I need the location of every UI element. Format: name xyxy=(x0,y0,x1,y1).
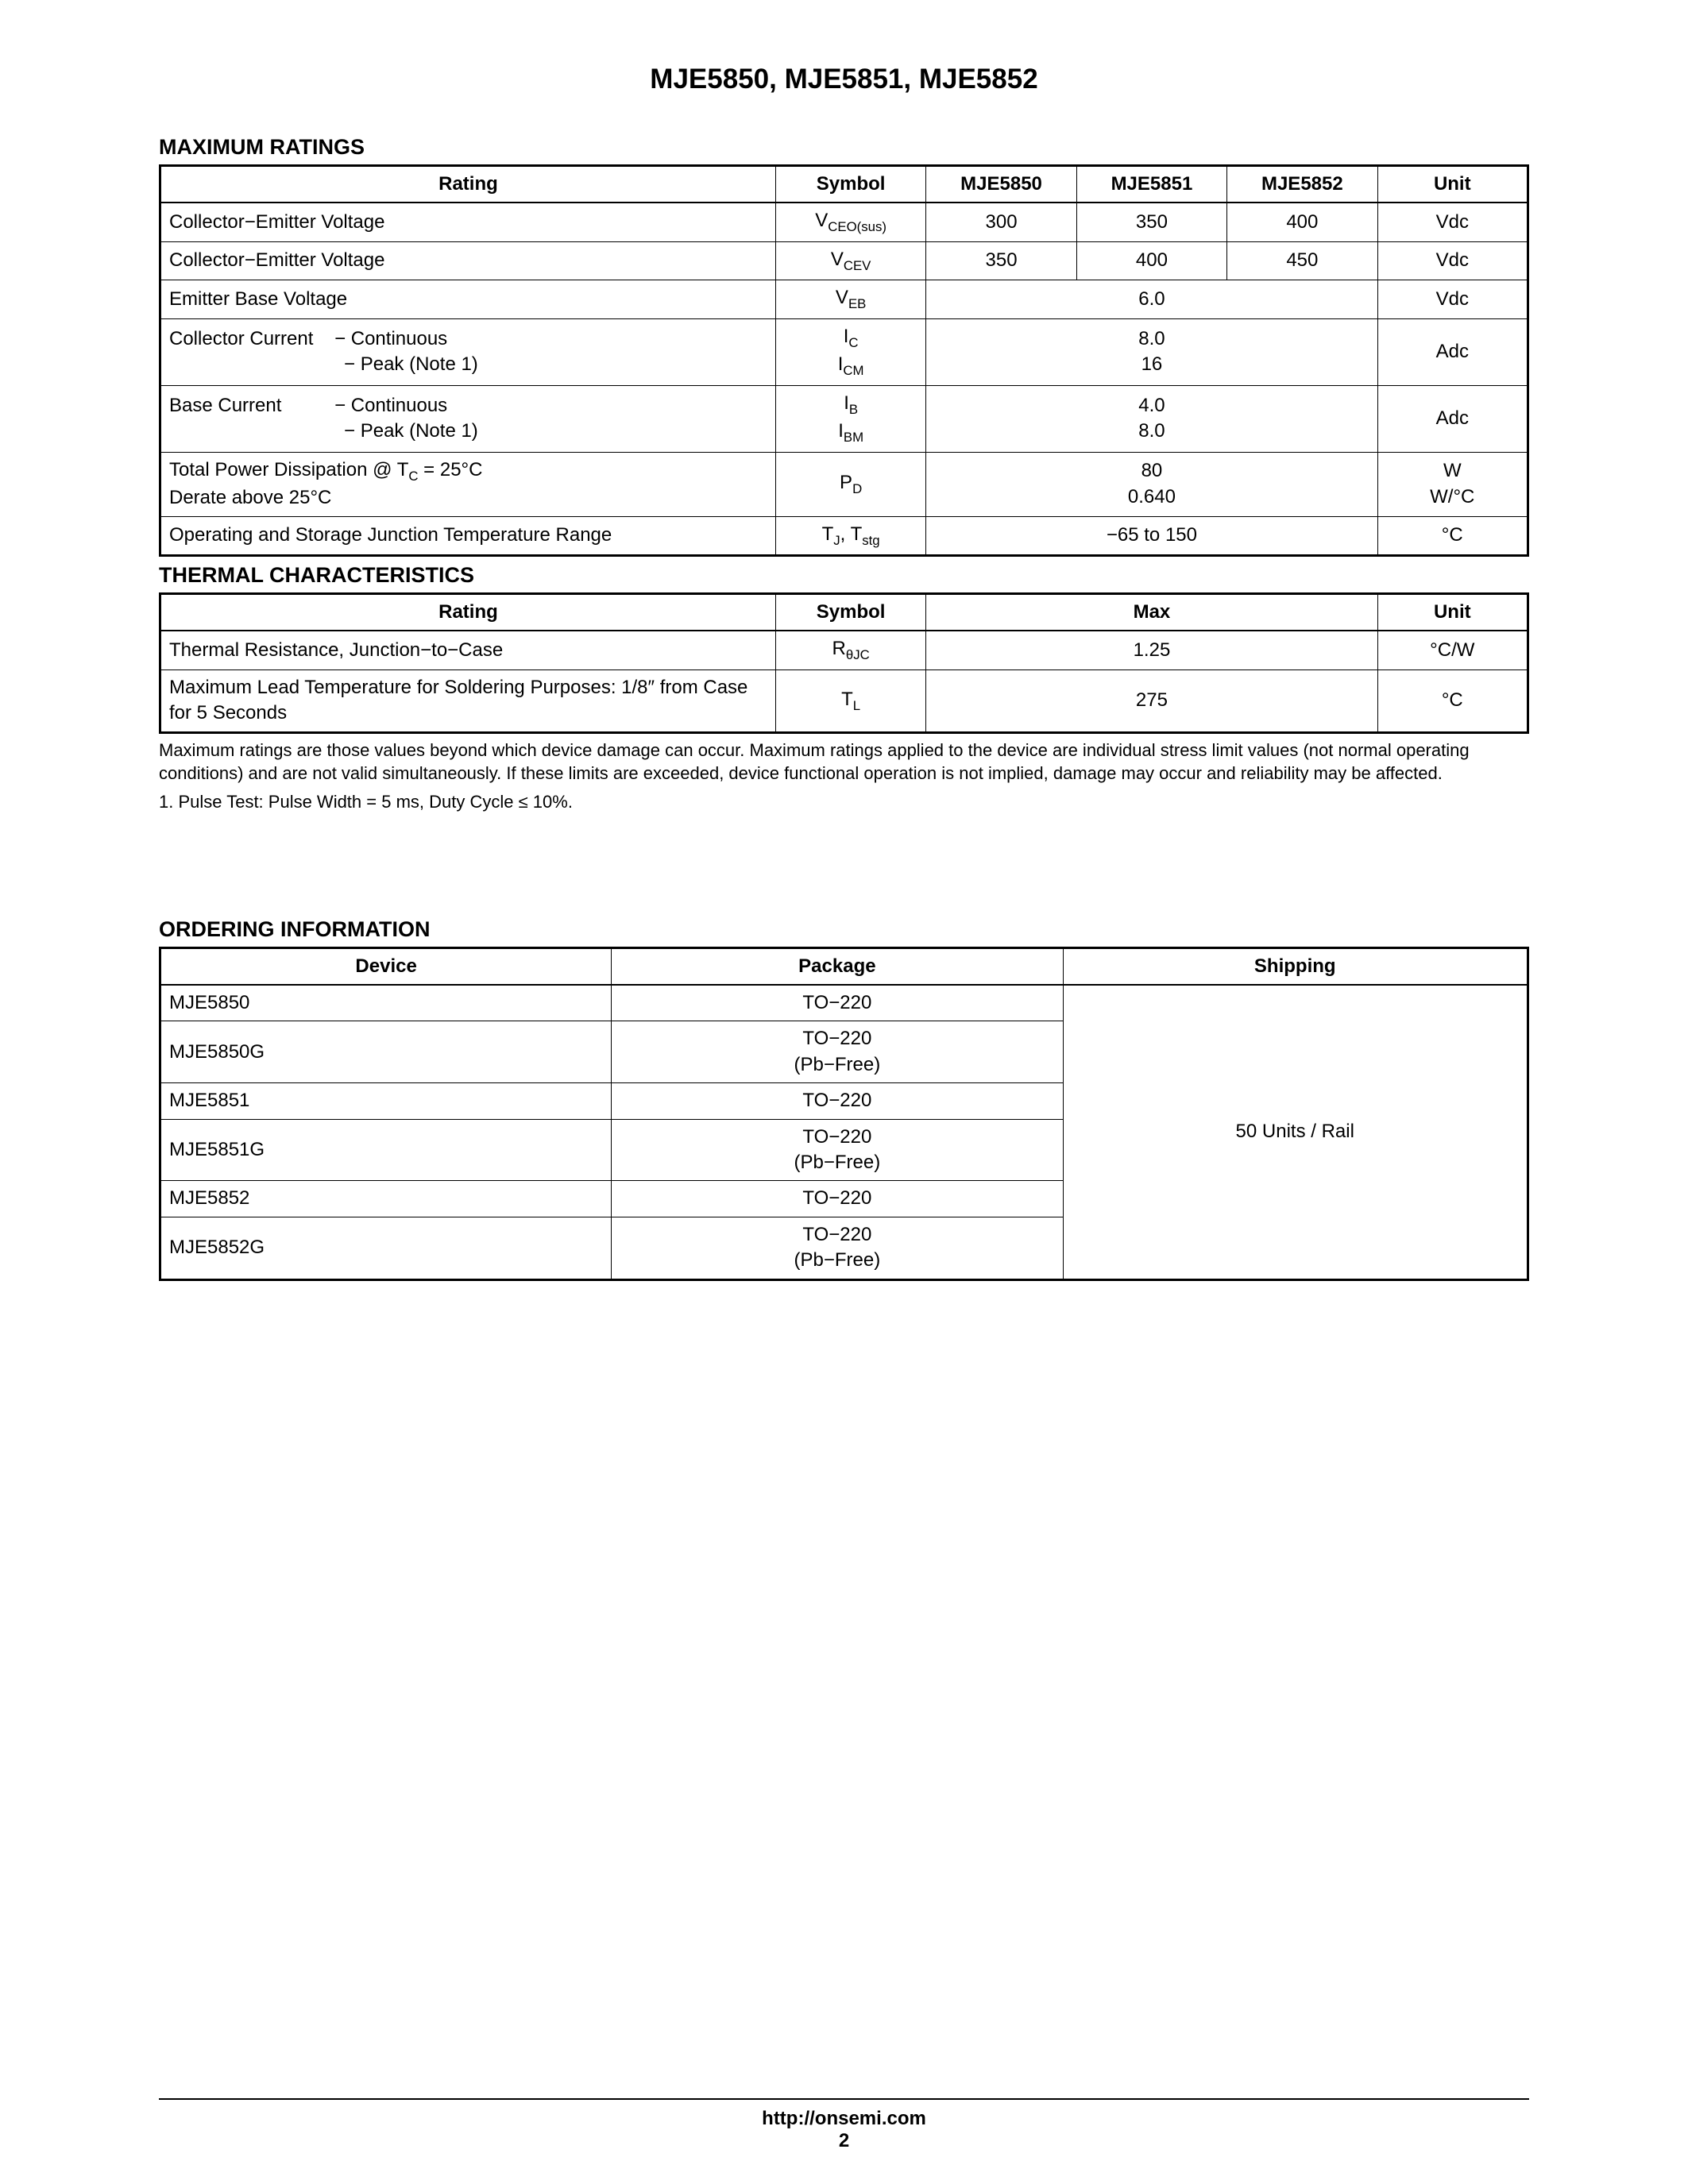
rating-cell: Thermal Resistance, Junction−to−Case xyxy=(160,631,776,669)
unit-cell: °C/W xyxy=(1377,631,1528,669)
value-cell-merged: 6.0 xyxy=(926,280,1377,318)
section-max-ratings-heading: MAXIMUM RATINGS xyxy=(159,135,1529,160)
package-cell: TO−220 xyxy=(612,1083,1063,1119)
value-cell: 300 xyxy=(926,203,1076,241)
package-cell: TO−220(Pb−Free) xyxy=(612,1217,1063,1279)
symbol-cell: VEB xyxy=(775,280,925,318)
col-unit: Unit xyxy=(1377,594,1528,631)
col-mje5852: MJE5852 xyxy=(1227,166,1377,203)
rating-cell: Base Current − Continuous − Peak (Note 1… xyxy=(160,385,776,452)
symbol-cell: ICICM xyxy=(775,318,925,385)
device-cell: MJE5851G xyxy=(160,1119,612,1181)
col-shipping: Shipping xyxy=(1063,947,1528,985)
unit-cell: °C xyxy=(1377,516,1528,555)
value-cell-merged: 4.08.0 xyxy=(926,385,1377,452)
thermal-table: Rating Symbol Max Unit Thermal Resistanc… xyxy=(159,592,1529,734)
symbol-cell: IBIBM xyxy=(775,385,925,452)
table-row: Maximum Lead Temperature for Soldering P… xyxy=(160,669,1528,732)
footnote-paragraph: Maximum ratings are those values beyond … xyxy=(159,739,1529,785)
symbol-cell: VCEO(sus) xyxy=(775,203,925,241)
rating-cell: Total Power Dissipation @ TC = 25°CDerat… xyxy=(160,452,776,516)
col-symbol: Symbol xyxy=(775,166,925,203)
col-symbol: Symbol xyxy=(775,594,925,631)
unit-cell: Adc xyxy=(1377,318,1528,385)
device-cell: MJE5852 xyxy=(160,1181,612,1217)
footer-page-number: 2 xyxy=(0,2130,1688,2152)
section-ordering-heading: ORDERING INFORMATION xyxy=(159,917,1529,942)
package-cell: TO−220 xyxy=(612,1181,1063,1217)
table-row: Collector−Emitter VoltageVCEV350400450Vd… xyxy=(160,241,1528,280)
shipping-cell: 50 Units / Rail xyxy=(1063,985,1528,1279)
value-cell-merged: 800.640 xyxy=(926,452,1377,516)
col-max: Max xyxy=(926,594,1377,631)
max-ratings-table: Rating Symbol MJE5850 MJE5851 MJE5852 Un… xyxy=(159,164,1529,557)
table-row: Collector Current − Continuous − Peak (N… xyxy=(160,318,1528,385)
rating-cell: Maximum Lead Temperature for Soldering P… xyxy=(160,669,776,732)
device-cell: MJE5850 xyxy=(160,985,612,1021)
package-cell: TO−220(Pb−Free) xyxy=(612,1119,1063,1181)
unit-cell: Vdc xyxy=(1377,241,1528,280)
device-cell: MJE5851 xyxy=(160,1083,612,1119)
table-row: Thermal Resistance, Junction−to−CaseRθJC… xyxy=(160,631,1528,669)
value-cell: 350 xyxy=(1076,203,1226,241)
max-cell: 1.25 xyxy=(926,631,1377,669)
col-mje5850: MJE5850 xyxy=(926,166,1076,203)
ordering-table: Device Package Shipping MJE5850TO−22050 … xyxy=(159,947,1529,1281)
symbol-cell: TJ, Tstg xyxy=(775,516,925,555)
page-footer: http://onsemi.com 2 xyxy=(0,2098,1688,2152)
table-row: Emitter Base VoltageVEB6.0Vdc xyxy=(160,280,1528,318)
section-thermal-heading: THERMAL CHARACTERISTICS xyxy=(159,563,1529,588)
table-row: MJE5850TO−22050 Units / Rail xyxy=(160,985,1528,1021)
value-cell-merged: −65 to 150 xyxy=(926,516,1377,555)
package-cell: TO−220(Pb−Free) xyxy=(612,1021,1063,1083)
col-package: Package xyxy=(612,947,1063,985)
rating-cell: Collector−Emitter Voltage xyxy=(160,241,776,280)
symbol-cell: RθJC xyxy=(775,631,925,669)
device-cell: MJE5852G xyxy=(160,1217,612,1279)
symbol-cell: TL xyxy=(775,669,925,732)
rating-cell: Operating and Storage Junction Temperatu… xyxy=(160,516,776,555)
unit-cell: Adc xyxy=(1377,385,1528,452)
col-rating: Rating xyxy=(160,166,776,203)
col-mje5851: MJE5851 xyxy=(1076,166,1226,203)
footer-url: http://onsemi.com xyxy=(0,2108,1688,2130)
unit-cell: °C xyxy=(1377,669,1528,732)
symbol-cell: PD xyxy=(775,452,925,516)
rating-cell: Collector Current − Continuous − Peak (N… xyxy=(160,318,776,385)
col-unit: Unit xyxy=(1377,166,1528,203)
rating-cell: Emitter Base Voltage xyxy=(160,280,776,318)
value-cell-merged: 8.016 xyxy=(926,318,1377,385)
unit-cell: WW/°C xyxy=(1377,452,1528,516)
unit-cell: Vdc xyxy=(1377,203,1528,241)
col-device: Device xyxy=(160,947,612,985)
max-cell: 275 xyxy=(926,669,1377,732)
table-row: Base Current − Continuous − Peak (Note 1… xyxy=(160,385,1528,452)
unit-cell: Vdc xyxy=(1377,280,1528,318)
value-cell: 400 xyxy=(1227,203,1377,241)
device-cell: MJE5850G xyxy=(160,1021,612,1083)
rating-cell: Collector−Emitter Voltage xyxy=(160,203,776,241)
value-cell: 400 xyxy=(1076,241,1226,280)
value-cell: 350 xyxy=(926,241,1076,280)
value-cell: 450 xyxy=(1227,241,1377,280)
package-cell: TO−220 xyxy=(612,985,1063,1021)
col-rating: Rating xyxy=(160,594,776,631)
table-row: Collector−Emitter VoltageVCEO(sus)300350… xyxy=(160,203,1528,241)
symbol-cell: VCEV xyxy=(775,241,925,280)
table-row: Operating and Storage Junction Temperatu… xyxy=(160,516,1528,555)
footnote-note1: 1. Pulse Test: Pulse Width = 5 ms, Duty … xyxy=(159,790,1529,814)
page-title: MJE5850, MJE5851, MJE5852 xyxy=(159,64,1529,95)
table-row: Total Power Dissipation @ TC = 25°CDerat… xyxy=(160,452,1528,516)
